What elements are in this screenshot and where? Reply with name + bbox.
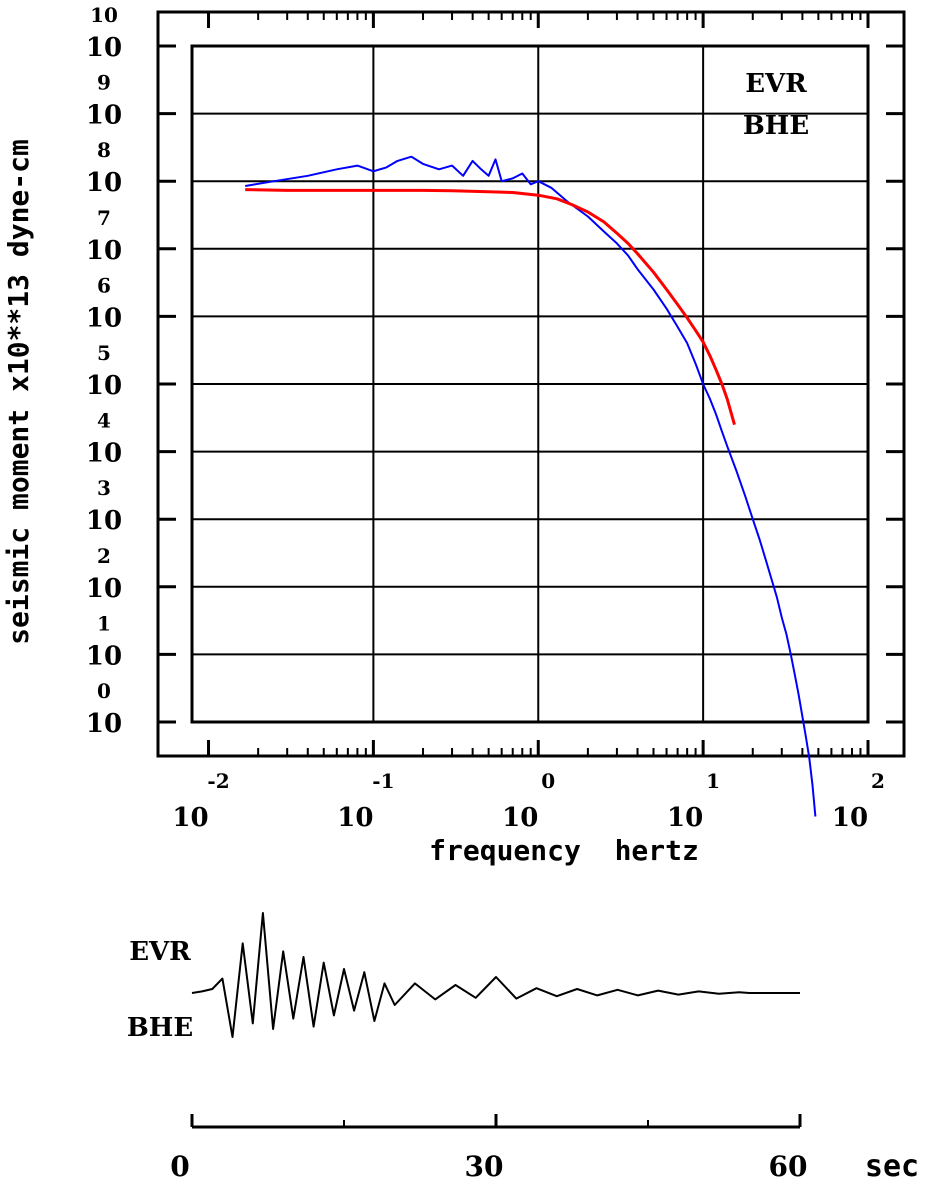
y-axis-label: seismic moment x10**13 dyne-cm [2,139,35,645]
y-tick-label-exponent: 4 [97,409,111,433]
y-tick-label-exponent: 10 [90,3,118,27]
y-tick-label-base: 10 [86,574,122,604]
x-axis-label: frequency hertz [429,834,699,867]
x-tick-label-exponent: -2 [207,769,229,793]
spectrum-line [245,155,817,817]
y-tick-label-base: 10 [86,33,122,63]
time-tick-label: 0 [170,1150,189,1183]
x-tick-label-base: 10 [502,803,538,833]
gridlines [192,46,868,722]
x-tick-label-base: 10 [172,803,208,833]
axis-ticks [158,12,904,756]
y-tick-label-exponent: 6 [97,273,111,297]
y-tick-label-exponent: 0 [97,679,111,703]
y-tick-label-base: 10 [86,709,122,739]
time-unit-label: sec [865,1149,919,1184]
x-tick-label-exponent: -1 [372,769,394,793]
y-tick-label-base: 10 [86,236,122,266]
seismogram-line [191,912,800,1038]
y-tick-label-base: 10 [86,168,122,198]
seismogram-component-label: BHE [127,1013,193,1043]
y-tick-label-exponent: 9 [97,71,111,95]
y-tick-label-base: 10 [86,371,122,401]
time-tick-labels: 0 30 60 [170,1150,807,1183]
y-tick-label-base: 10 [86,101,122,131]
y-tick-label-exponent: 8 [97,138,111,162]
y-tick-label-base: 10 [86,303,122,333]
y-tick-label-base: 10 [86,506,122,536]
seismogram-chart: EVR BHE 0 30 60 sec [127,912,919,1184]
x-tick-label-exponent: 2 [871,769,885,793]
x-tick-label-base: 10 [667,803,703,833]
y-tick-label-base: 10 [86,439,122,469]
y-tick-label-base: 10 [86,641,122,671]
time-tick-label: 30 [465,1150,504,1183]
y-tick-labels: 10 0 10 1 10 2 10 3 10 4 10 5 10 6 10 7 10 8 10 9 10 10 [86,3,122,739]
y-tick-label-exponent: 3 [97,476,111,500]
spectrum-series [245,155,817,817]
y-tick-label-exponent: 5 [97,341,111,365]
y-tick-label-exponent: 1 [97,611,111,635]
component-label: BHE [743,111,809,141]
y-tick-label-exponent: 7 [97,206,111,230]
x-tick-label-base: 10 [832,803,868,833]
seismogram-station-label: EVR [129,937,191,967]
model-line [245,188,736,426]
time-tick-label: 60 [769,1150,808,1183]
x-tick-label-exponent: 0 [541,769,555,793]
x-tick-label-exponent: 1 [706,769,720,793]
x-tick-label-base: 10 [337,803,373,833]
time-axis [190,1114,802,1129]
station-label: EVR [745,69,807,99]
y-tick-label-exponent: 2 [97,544,111,568]
seismogram-trace [191,912,800,1038]
